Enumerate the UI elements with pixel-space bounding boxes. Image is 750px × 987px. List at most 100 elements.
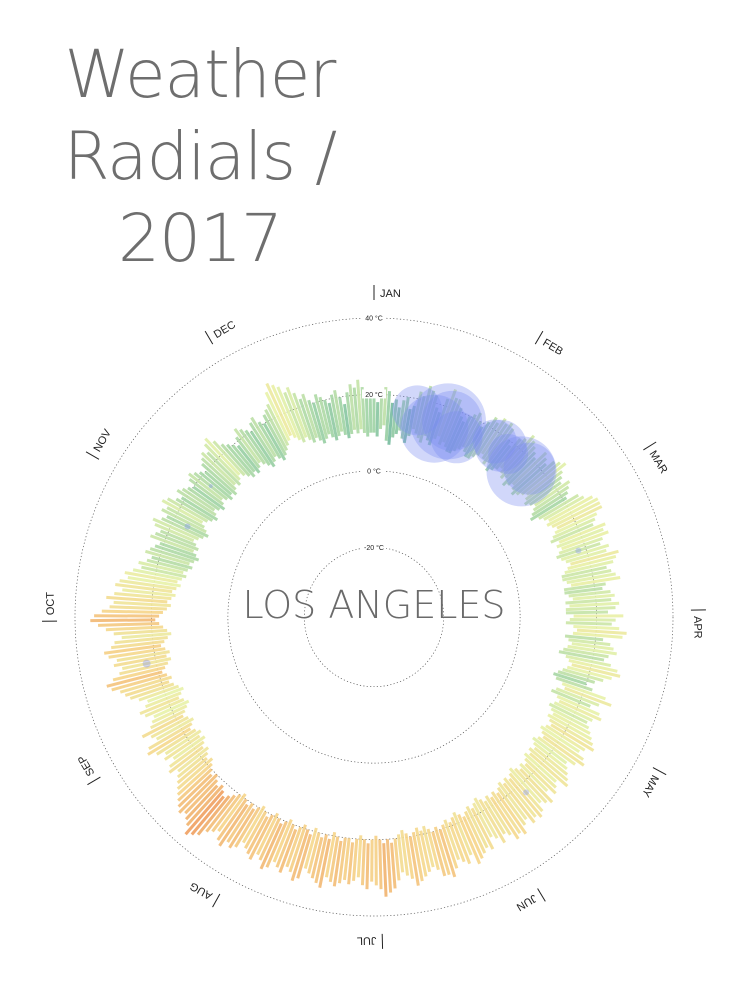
day-bar (499, 440, 536, 480)
day-bar (356, 379, 363, 430)
ring-label: 20 °C (365, 391, 383, 399)
day-bar (416, 385, 433, 439)
day-bar (433, 826, 451, 876)
day-bar (154, 531, 199, 552)
day-bar (478, 798, 507, 844)
day-bar (124, 571, 178, 584)
day-bar (249, 430, 276, 468)
day-bar (411, 831, 424, 882)
day-bar (270, 384, 297, 439)
day-bar (489, 444, 512, 471)
day-bar (307, 832, 321, 874)
day-bar (494, 438, 522, 470)
day-bar (450, 816, 472, 865)
day-bar (457, 813, 482, 865)
day-bar (547, 713, 593, 741)
day-bar (301, 393, 319, 439)
day-bar (404, 833, 415, 879)
day-bar (196, 795, 231, 836)
day-bar (553, 701, 593, 723)
day-bar (318, 396, 331, 435)
day-bar (204, 470, 233, 496)
month-label: MAR (647, 449, 670, 476)
day-bar (552, 672, 587, 686)
day-bar (555, 687, 600, 707)
day-bar (384, 391, 392, 441)
day-bar (106, 595, 168, 604)
day-bar (396, 834, 405, 873)
day-bar (462, 815, 484, 860)
day-bar (425, 407, 439, 441)
day-bar (114, 635, 168, 645)
day-bar (338, 396, 348, 436)
day-bar (114, 591, 172, 601)
day-bar (176, 488, 217, 517)
day-bar (565, 610, 609, 615)
day-bar (565, 606, 616, 612)
month-label: JAN (380, 288, 401, 300)
day-bar (337, 837, 347, 884)
day-bar (463, 810, 487, 854)
day-bar (532, 741, 568, 771)
day-bar (540, 725, 581, 753)
day-bar (550, 688, 591, 708)
day-bar (318, 838, 331, 888)
day-bar (348, 384, 357, 430)
day-bar (259, 822, 283, 870)
day-bar (520, 461, 561, 496)
page-title: Weather Radials / 2017 (0, 34, 400, 280)
day-bar (524, 470, 564, 501)
month-tick (87, 776, 101, 786)
day-bar (414, 395, 426, 434)
month-label: NOV (92, 427, 115, 454)
day-bar (147, 727, 192, 756)
day-bar (411, 391, 423, 430)
day-bar (443, 407, 463, 448)
day-bar (528, 747, 569, 782)
ring-label: -20 °C (364, 544, 384, 552)
day-bar (188, 478, 225, 506)
day-bar (139, 696, 180, 716)
day-bar (285, 826, 303, 868)
day-bar (231, 444, 256, 473)
day-bar (236, 444, 261, 474)
day-bar (561, 530, 609, 551)
day-bar (510, 462, 547, 496)
day-bar (422, 825, 435, 868)
day-bar (244, 810, 268, 849)
day-bar (166, 506, 205, 529)
day-bar (111, 673, 168, 692)
day-bar (262, 422, 287, 461)
day-bar (382, 843, 388, 897)
day-bar (378, 839, 383, 890)
day-bar (250, 416, 277, 458)
rain-bubble (400, 394, 469, 463)
day-bar (529, 496, 568, 522)
rain-bubble (142, 659, 151, 668)
day-bar (272, 818, 293, 863)
ring-label: 0 °C (367, 467, 381, 475)
day-bar (153, 699, 190, 719)
day-bar (204, 437, 241, 476)
day-bar (360, 839, 366, 886)
day-bar (576, 628, 627, 635)
day-bar (524, 762, 557, 795)
day-bar (276, 386, 302, 441)
day-bar (103, 644, 162, 655)
day-bar (211, 793, 242, 833)
day-bar (296, 833, 313, 879)
day-bar (481, 423, 508, 460)
day-bar (541, 730, 585, 761)
day-bar (441, 824, 459, 869)
day-bar (561, 682, 606, 701)
day-bar (205, 794, 236, 833)
day-bar (151, 704, 188, 724)
day-bar (542, 735, 585, 767)
day-bar (550, 723, 595, 752)
day-bar (307, 399, 323, 441)
day-bar (402, 408, 412, 444)
day-bar (132, 568, 183, 581)
day-bar (98, 621, 160, 627)
day-bar (558, 650, 605, 662)
day-bar (489, 796, 520, 840)
